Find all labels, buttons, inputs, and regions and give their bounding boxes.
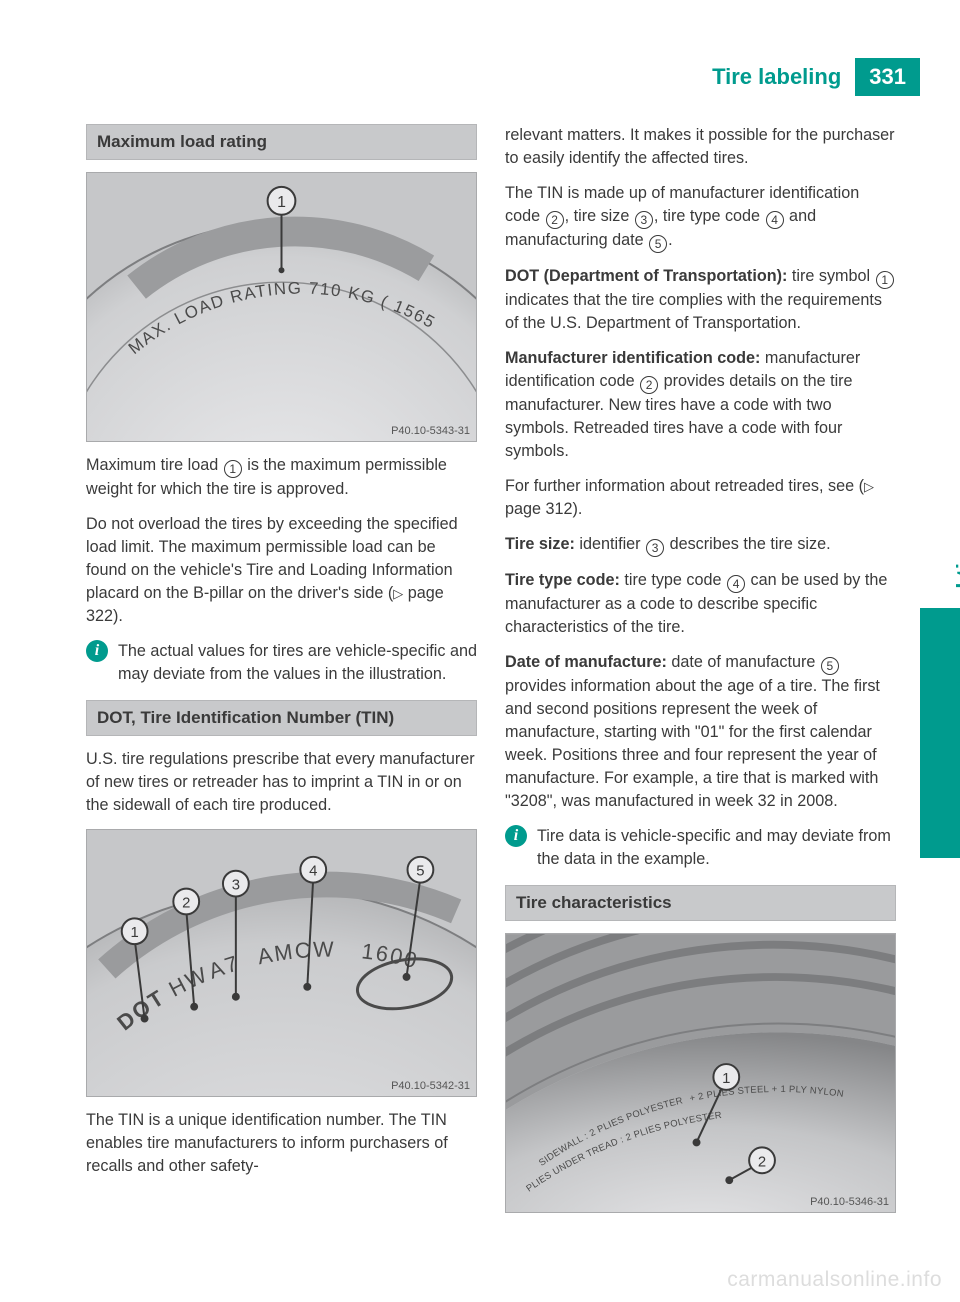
section-title: Tire labeling xyxy=(712,58,855,96)
svg-text:1: 1 xyxy=(722,1071,730,1087)
callout-icon: 5 xyxy=(821,657,839,675)
left-column: Maximum load rating xyxy=(86,124,477,1225)
callout-icon: 1 xyxy=(224,460,242,478)
ref-icon: ▷ xyxy=(393,586,403,601)
heading-max-load: Maximum load rating xyxy=(86,124,477,160)
figure-max-load-svg: MAX. LOAD RATING 710 KG ( 1565 LBS ) M 1 xyxy=(87,173,476,441)
paragraph: Date of manufacture: date of manufacture… xyxy=(505,651,896,813)
callout-icon: 1 xyxy=(876,271,894,289)
figure-max-load: MAX. LOAD RATING 710 KG ( 1565 LBS ) M 1… xyxy=(86,172,477,442)
info-icon: i xyxy=(86,640,108,662)
info-text: Tire data is vehicle-specific and may de… xyxy=(537,825,896,871)
paragraph: Tire type code: tire type code 4 can be … xyxy=(505,569,896,639)
info-icon: i xyxy=(505,825,527,847)
svg-text:5: 5 xyxy=(416,864,424,880)
heading-tin: DOT, Tire Identification Number (TIN) xyxy=(86,700,477,736)
info-note: i The actual values for tires are vehicl… xyxy=(86,640,477,686)
info-note: i Tire data is vehicle-specific and may … xyxy=(505,825,896,871)
callout-icon: 3 xyxy=(635,211,653,229)
heading-tire-characteristics: Tire characteristics xyxy=(505,885,896,921)
figure-ref: P40.10-5342-31 xyxy=(391,1080,470,1092)
paragraph: Maximum tire load 1 is the maximum permi… xyxy=(86,454,477,501)
paragraph: For further information about retreaded … xyxy=(505,475,896,521)
side-tab-label: Wheels and tires xyxy=(952,530,960,705)
svg-text:1: 1 xyxy=(130,925,138,941)
paragraph: DOT (Department of Transportation): tire… xyxy=(505,265,896,335)
svg-text:1: 1 xyxy=(277,194,286,211)
callout-icon: 3 xyxy=(646,539,664,557)
paragraph: The TIN is made up of manufacturer ident… xyxy=(505,182,896,253)
svg-text:2: 2 xyxy=(758,1154,766,1170)
page-header: Tire labeling 331 xyxy=(712,58,920,96)
figure-tire-characteristics: SIDEWALL : 2 PLIES POLYESTER + 2 PLIES S… xyxy=(505,933,896,1213)
callout-icon: 4 xyxy=(727,575,745,593)
svg-text:2: 2 xyxy=(182,895,190,911)
callout-icon: 5 xyxy=(649,235,667,253)
paragraph: Manufacturer identification code: manufa… xyxy=(505,347,896,463)
callout-icon: 2 xyxy=(546,211,564,229)
content-area: Maximum load rating xyxy=(86,124,896,1225)
page-number: 331 xyxy=(855,58,920,96)
right-column: relevant matters. It makes it possible f… xyxy=(505,124,896,1225)
paragraph: The TIN is a unique identification numbe… xyxy=(86,1109,477,1178)
ref-icon: ▷ xyxy=(864,479,874,494)
callout-icon: 4 xyxy=(766,211,784,229)
watermark: carmanualsonline.info xyxy=(727,1268,942,1292)
paragraph: relevant matters. It makes it possible f… xyxy=(505,124,896,170)
info-text: The actual values for tires are vehicle-… xyxy=(118,640,477,686)
figure-ref: P40.10-5343-31 xyxy=(391,425,470,437)
figure-tin: DOT HW A7 AMCW 1600 1 xyxy=(86,829,477,1097)
paragraph: Tire size: identifier 3 describes the ti… xyxy=(505,533,896,557)
svg-text:4: 4 xyxy=(309,864,317,880)
callout-icon: 2 xyxy=(640,376,658,394)
figure-tire-char-svg: SIDEWALL : 2 PLIES POLYESTER + 2 PLIES S… xyxy=(506,934,895,1212)
figure-ref: P40.10-5346-31 xyxy=(810,1196,889,1208)
paragraph: U.S. tire regulations prescribe that eve… xyxy=(86,748,477,817)
svg-text:3: 3 xyxy=(232,878,240,894)
figure-tin-svg: DOT HW A7 AMCW 1600 1 xyxy=(87,830,476,1096)
paragraph: Do not overload the tires by exceeding t… xyxy=(86,513,477,628)
